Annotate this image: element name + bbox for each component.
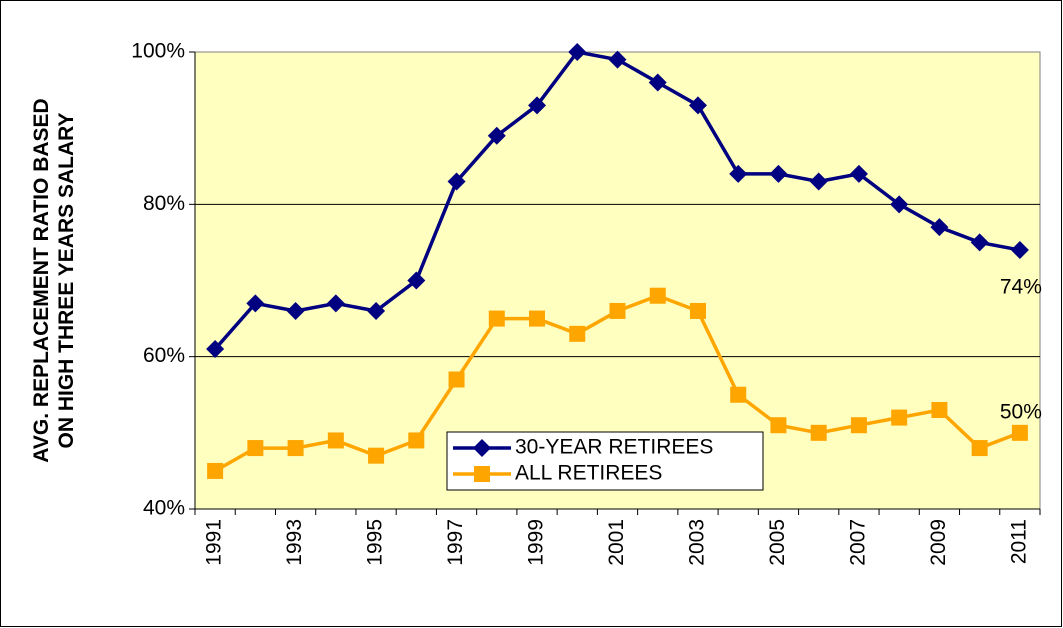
marker (930, 218, 949, 237)
marker (528, 96, 547, 115)
y-axis-title-line: ON HIGH THREE YEARS SALARY (55, 112, 78, 448)
y-tick-label: 100% (131, 40, 185, 63)
marker (368, 447, 385, 464)
marker (730, 386, 747, 403)
x-tick-label: 2009 (927, 519, 950, 566)
marker (609, 302, 626, 319)
y-axis-title-line: AVG. REPLACEMENT RATIO BASED (30, 98, 53, 462)
marker (488, 310, 505, 327)
x-tick-label: 1997 (444, 519, 467, 566)
marker (689, 302, 706, 319)
marker (1011, 424, 1028, 441)
marker (246, 294, 265, 313)
marker (850, 417, 867, 434)
marker (608, 50, 627, 69)
y-axis-title: AVG. REPLACEMENT RATIO BASEDON HIGH THRE… (30, 98, 78, 462)
data-label: 74% (1000, 276, 1042, 299)
marker (447, 172, 466, 191)
legend-marker (474, 466, 490, 482)
x-tick-label: 2005 (766, 519, 789, 566)
marker (931, 401, 948, 418)
marker (206, 340, 225, 359)
marker (408, 432, 425, 449)
y-tick-label: 80% (143, 192, 185, 215)
marker (970, 233, 989, 252)
marker (327, 432, 344, 449)
marker (407, 271, 426, 290)
marker (809, 172, 828, 191)
y-tick-label: 40% (143, 497, 185, 520)
marker (487, 126, 506, 145)
marker (890, 195, 909, 214)
x-tick-label: 1995 (364, 519, 387, 566)
marker (688, 96, 707, 115)
x-tick-label: 2003 (686, 519, 709, 566)
x-tick-label: 2011 (1007, 519, 1030, 564)
data-label: 50% (1000, 400, 1042, 423)
marker (648, 73, 667, 92)
legend-label: ALL RETIREES (515, 462, 662, 485)
marker (891, 409, 908, 426)
x-tick-label: 1999 (525, 519, 548, 566)
y-tick-label: 60% (143, 344, 185, 367)
marker (810, 424, 827, 441)
marker (287, 440, 304, 457)
marker (729, 164, 748, 183)
marker (649, 287, 666, 304)
marker (529, 310, 546, 327)
marker (770, 417, 787, 434)
x-tick-label: 1993 (283, 519, 306, 566)
marker (326, 294, 345, 313)
marker (367, 301, 386, 320)
marker (207, 462, 224, 479)
marker (849, 164, 868, 183)
legend-marker (473, 439, 491, 457)
marker (247, 440, 264, 457)
marker (971, 440, 988, 457)
marker (769, 164, 788, 183)
legend (446, 431, 764, 491)
marker (1010, 241, 1029, 260)
x-tick-label: 2001 (605, 519, 628, 566)
marker (569, 325, 586, 342)
marker (286, 301, 305, 320)
legend-label: 30-YEAR RETIREES (515, 436, 713, 459)
marker (448, 371, 465, 388)
x-tick-label: 2007 (846, 519, 869, 566)
marker (568, 43, 587, 61)
x-tick-label: 1991 (203, 519, 226, 566)
